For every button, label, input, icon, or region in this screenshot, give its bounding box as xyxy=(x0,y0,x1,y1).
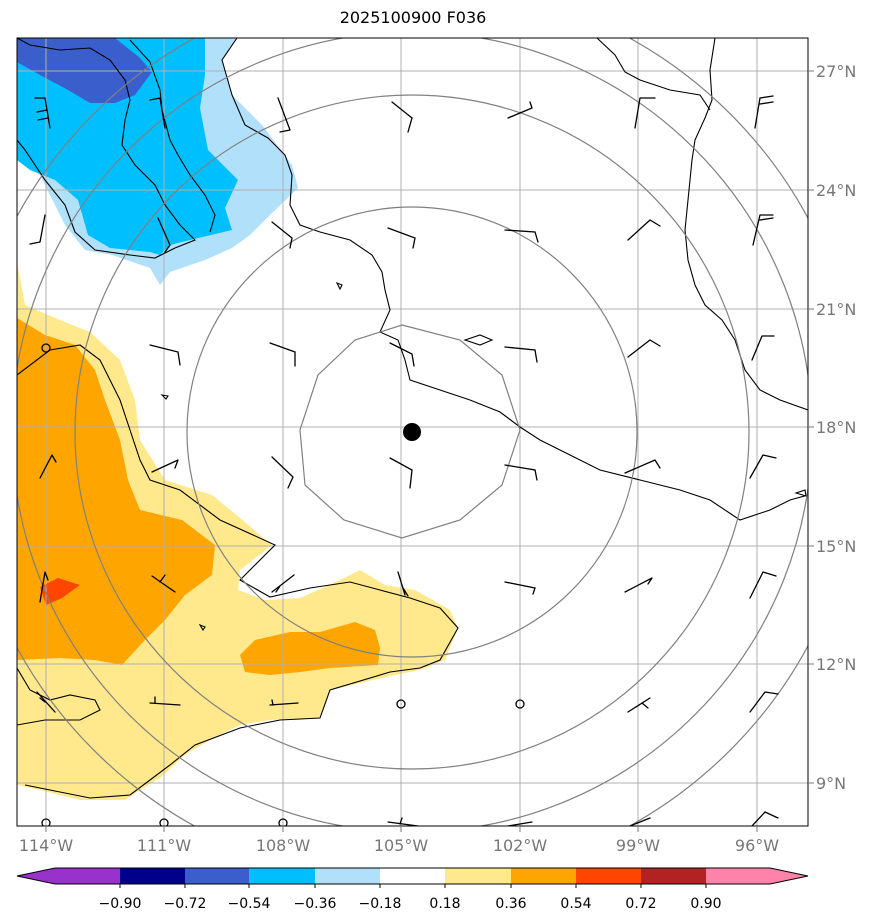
field-orange xyxy=(17,318,215,665)
lat-label: 21°N xyxy=(816,300,856,319)
lon-label: 114°W xyxy=(19,836,74,855)
colorbar-tick-label: 0.90 xyxy=(690,896,721,912)
colorbar-low-extend xyxy=(17,868,55,884)
colorbar-tick-label: −0.90 xyxy=(99,896,142,912)
map-border xyxy=(16,37,809,827)
field-orange-patch xyxy=(240,622,380,675)
colorbar-segment xyxy=(315,868,380,884)
storm-center-marker xyxy=(403,423,421,441)
coastlines xyxy=(17,38,808,799)
lat-label: 18°N xyxy=(816,418,856,437)
wind-barbs xyxy=(29,95,779,826)
lat-label: 24°N xyxy=(816,181,856,200)
map-area xyxy=(17,38,808,826)
longitude-labels: 114°W 111°W 108°W 105°W 102°W 99°W 96°W xyxy=(19,836,779,855)
calm-markers xyxy=(41,343,525,826)
colorbar: −0.90 −0.72 −0.54 −0.36 −0.18 0.18 0.36 … xyxy=(16,867,809,912)
lon-label: 105°W xyxy=(374,836,429,855)
lon-label: 111°W xyxy=(137,836,192,855)
lon-label: 99°W xyxy=(616,836,660,855)
colorbar-segment xyxy=(185,868,249,884)
colorbar-tick-label: −0.36 xyxy=(294,896,337,912)
colorbar-tick-label: 0.36 xyxy=(495,896,526,912)
lat-label: 15°N xyxy=(816,537,856,556)
lon-label: 102°W xyxy=(493,836,548,855)
map-title: 2025100900 F036 xyxy=(339,8,487,27)
colorbar-tick-label: 0.72 xyxy=(625,896,656,912)
colorbar-outline xyxy=(16,867,809,885)
range-rings xyxy=(17,38,808,826)
colorbar-segment xyxy=(249,868,315,884)
lon-label: 108°W xyxy=(256,836,311,855)
lat-label: 9°N xyxy=(816,774,846,793)
lat-label: 27°N xyxy=(816,62,856,81)
colorbar-tick-label: −0.72 xyxy=(164,896,207,912)
colorbar-tick-label: −0.18 xyxy=(359,896,402,912)
colorbar-segment xyxy=(55,868,120,884)
colorbar-tick-label: 0.54 xyxy=(560,896,591,912)
tick-marks xyxy=(45,70,814,832)
latitude-labels: 9°N 12°N 15°N 18°N 21°N 24°N 27°N xyxy=(816,62,856,793)
lat-label: 12°N xyxy=(816,655,856,674)
lon-label: 96°W xyxy=(735,836,779,855)
field-light-yellow-patch xyxy=(17,728,80,765)
colorbar-tick-label: −0.54 xyxy=(228,896,271,912)
colorbar-segment xyxy=(380,868,445,884)
colorbar-segment xyxy=(576,868,641,884)
colorbar-high-extend xyxy=(770,868,808,884)
colorbar-segment xyxy=(511,868,576,884)
field-orange-red xyxy=(40,578,80,605)
colorbar-segment xyxy=(445,868,511,884)
colorbar-segment xyxy=(120,868,185,884)
colorbar-segment xyxy=(641,868,706,884)
colorbar-segment xyxy=(706,868,770,884)
colorbar-tick-label: 0.18 xyxy=(429,896,460,912)
